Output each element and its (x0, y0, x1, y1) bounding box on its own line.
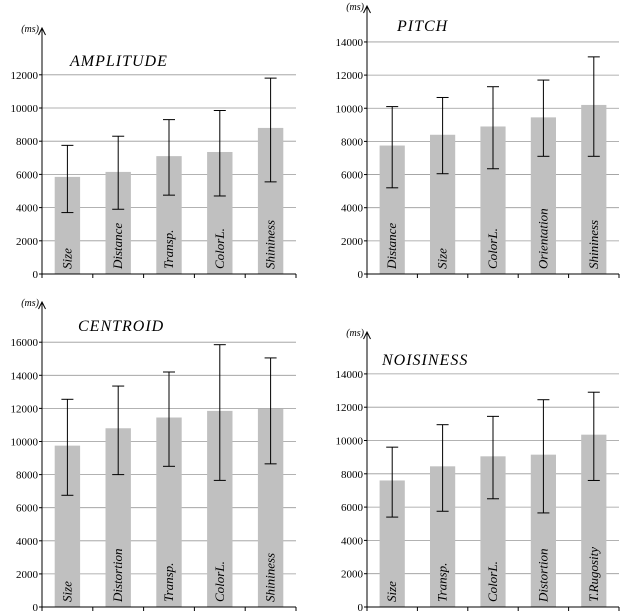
category-label: Transp. (161, 230, 176, 269)
category-label: Shininess (263, 220, 278, 269)
y-tick-label: 2000 (341, 236, 364, 248)
y-tick-label: 2000 (16, 569, 39, 581)
y-tick-label: 8000 (16, 470, 39, 482)
noisiness-panel: 0 2000 4000 6000 8000 10000 12000 14000 (ms) NOIS… (336, 328, 620, 614)
y-tick-label: 8000 (341, 136, 364, 148)
error-bar (264, 357, 277, 465)
amplitude-panel: 0 2000 4000 6000 8000 10000 12000 (ms) AMPLITUDE… (11, 24, 297, 281)
category-label: Distance (384, 223, 399, 270)
y-tick-label: 6000 (16, 503, 39, 515)
y-tick-label: 0 (33, 269, 39, 281)
error-bar (386, 106, 399, 189)
y-tick-label: 4000 (16, 203, 39, 215)
centroid-panel: 0 2000 4000 6000 8000 10000 12000 14000 16000 (ms… (11, 298, 297, 614)
unit-label: (ms) (346, 2, 364, 13)
y-tick-label: 14000 (336, 369, 364, 381)
y-tick-label: 2000 (341, 569, 364, 581)
y-tick-label: 8000 (16, 136, 39, 148)
category-label: Size (59, 248, 74, 269)
error-bar (112, 135, 125, 210)
panel-title: AMPLITUDE (69, 53, 168, 70)
error-bar (587, 56, 600, 157)
error-bar (436, 424, 449, 512)
category-label: Distance (110, 223, 125, 270)
y-tick-label: 6000 (341, 170, 364, 182)
error-bar (112, 385, 125, 476)
y-tick-label: 10000 (11, 103, 39, 115)
category-label: ColorL. (212, 228, 227, 269)
y-tick-label: 10000 (336, 103, 364, 115)
category-label: Distortion (110, 549, 125, 603)
y-tick-label: 6000 (341, 502, 364, 514)
y-tick-label: 4000 (16, 536, 39, 548)
category-label: Size (435, 248, 450, 269)
unit-label: (ms) (346, 328, 364, 339)
error-bar (436, 96, 449, 175)
pitch-panel: 0 2000 4000 6000 8000 10000 12000 14000 (ms) PITC… (336, 2, 620, 281)
error-bar (264, 77, 277, 183)
y-tick-label: 14000 (336, 37, 364, 49)
category-label: T.Rugosity (586, 547, 601, 602)
category-label: Orientation (535, 208, 550, 269)
error-bar (213, 109, 226, 197)
y-tick-label: 4000 (341, 535, 364, 547)
panel-title: CENTROID (78, 318, 164, 335)
y-tick-label: 6000 (16, 169, 39, 181)
category-label: ColorL. (485, 561, 500, 602)
y-tick-label: 10000 (11, 437, 39, 449)
category-label: Transp. (161, 563, 176, 602)
category-label: ColorL. (485, 228, 500, 269)
error-bar (487, 86, 499, 170)
error-bar (386, 446, 399, 518)
y-axis-arrow (38, 26, 46, 36)
y-tick-label: 2000 (16, 236, 39, 248)
error-bar (587, 391, 600, 481)
error-bar (213, 344, 226, 481)
error-bar (487, 415, 499, 500)
error-bar (163, 119, 175, 196)
y-tick-label: 0 (33, 602, 39, 614)
category-label: Shininess (263, 553, 278, 602)
y-tick-label: 0 (358, 602, 364, 614)
panel-title: NOISINESS (381, 352, 468, 369)
error-bar (537, 79, 550, 157)
error-bar (537, 399, 550, 514)
y-axis-arrow (363, 330, 371, 340)
y-tick-label: 12000 (11, 70, 39, 82)
y-tick-label: 8000 (341, 469, 364, 481)
error-bar (163, 371, 175, 467)
category-label: Shininess (586, 220, 601, 269)
category-label: ColorL. (212, 561, 227, 602)
unit-label: (ms) (21, 298, 39, 309)
y-tick-label: 14000 (11, 370, 39, 382)
error-bar (61, 144, 74, 214)
error-bar (61, 398, 74, 496)
category-label: Distortion (535, 549, 550, 603)
y-tick-label: 12000 (11, 403, 39, 415)
panel-title: PITCH (396, 18, 449, 35)
y-tick-label: 0 (358, 269, 364, 281)
y-tick-label: 12000 (336, 402, 364, 414)
y-tick-label: 16000 (11, 337, 39, 349)
category-label: Transp. (435, 563, 450, 602)
y-tick-label: 10000 (336, 436, 364, 448)
unit-label: (ms) (21, 24, 39, 35)
y-axis-arrow (363, 4, 371, 14)
category-label: Size (59, 581, 74, 602)
y-tick-label: 4000 (341, 203, 364, 215)
y-axis-arrow (38, 300, 46, 310)
y-tick-label: 12000 (336, 70, 364, 82)
category-label: Size (384, 581, 399, 602)
